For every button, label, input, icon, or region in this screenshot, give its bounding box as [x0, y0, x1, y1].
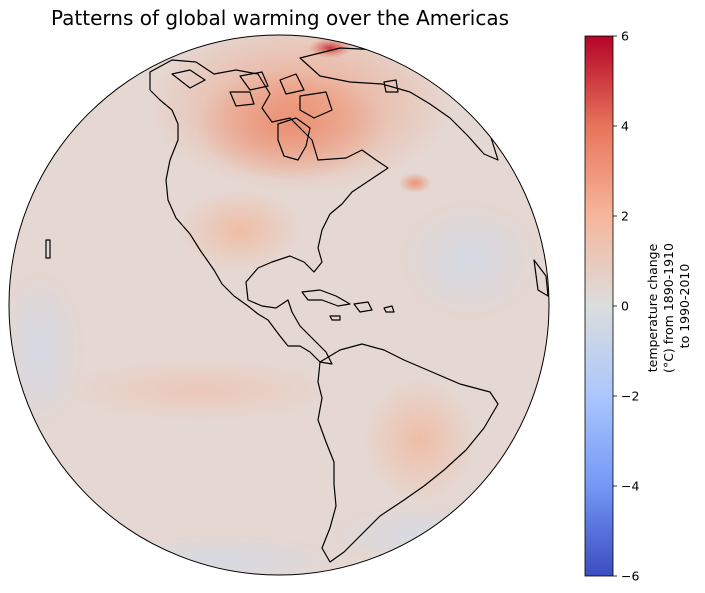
coastline-north-america — [149, 59, 389, 365]
colorbar-tick-label: −4 — [621, 479, 639, 494]
coastline-south-america — [317, 343, 499, 563]
colorbar-tick-label: −6 — [621, 569, 639, 584]
colorbar: 6 4 2 0 −2 −4 −6 temperature change (°C) from … — [584, 29, 692, 584]
colorbar-tick-label: 2 — [621, 209, 629, 224]
colorbar-tick-label: −2 — [621, 389, 639, 404]
colorbar-label-line-3: to 1990-2010 — [677, 264, 692, 349]
temperature-field — [9, 35, 549, 575]
colorbar-label-line-2: (°C) from 1890-1910 — [661, 243, 676, 373]
colorbar-gradient — [584, 35, 614, 577]
colorbar-tick-label: 0 — [621, 299, 629, 314]
colorbar-label: temperature change (°C) from 1890-1910 t… — [645, 239, 692, 373]
colorbar-label-line-1: temperature change — [645, 243, 660, 372]
colorbar-tick-label: 4 — [621, 119, 629, 134]
globe-outline — [8, 34, 550, 576]
coastline-hudson-bay — [277, 117, 311, 161]
colorbar-tick-label: 6 — [621, 29, 629, 44]
page-title: Patterns of global warming over the Amer… — [50, 6, 510, 30]
